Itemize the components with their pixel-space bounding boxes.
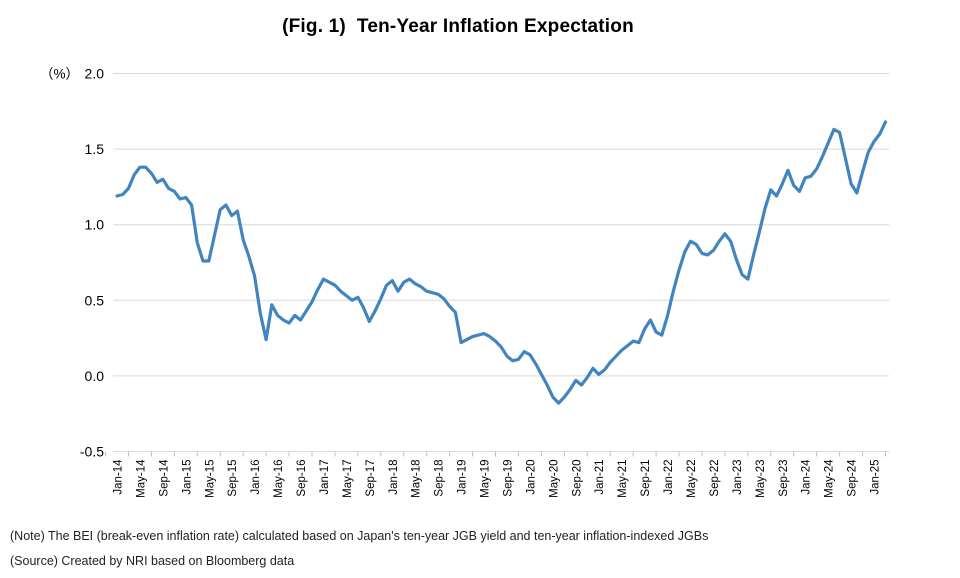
y-axis-tick-label: -0.5	[80, 444, 104, 460]
x-axis-tick-label: May-16	[273, 460, 285, 498]
x-axis-tick-label: Sep-24	[847, 459, 859, 497]
x-axis-tick-label: Sep-23	[778, 460, 790, 497]
chart-title: (Fig. 1) Ten-Year Inflation Expectation	[282, 16, 634, 37]
y-axis-tick-label: 0.5	[85, 292, 105, 308]
x-axis-tick-label: May-18	[411, 460, 423, 498]
note-text: (Note) The BEI (break-even inflation rat…	[10, 529, 709, 543]
x-axis-tick-label: Sep-20	[571, 460, 583, 497]
x-axis-tick-label: Sep-15	[227, 460, 239, 497]
x-axis-tick-label: Sep-22	[709, 460, 721, 497]
x-axis-tick-label: Jan-20	[525, 460, 537, 495]
x-axis-tick-label: May-23	[755, 460, 767, 498]
x-axis-tick-label: Jan-17	[319, 460, 331, 495]
x-axis-tick-label: Jan-15	[181, 460, 193, 495]
x-axis-tick-label: Sep-17	[365, 460, 377, 497]
source-text: (Source) Created by NRI based on Bloombe…	[10, 554, 295, 568]
y-axis-tick-label: 2.0	[85, 66, 105, 82]
y-axis-tick-label: 1.0	[85, 217, 105, 233]
x-axis-tick-label: May-17	[342, 460, 354, 498]
bei-line-series	[115, 120, 888, 405]
x-axis-tick-label: May-19	[480, 460, 492, 498]
x-axis-tick-label: Jan-16	[250, 460, 262, 495]
x-axis-tick-label: Jan-18	[388, 460, 400, 495]
y-axis-tick-label: 1.5	[85, 141, 105, 157]
x-axis-tick-label: Jan-23	[732, 460, 744, 495]
x-axis-tick-label: May-21	[617, 460, 629, 498]
x-axis-tick-label: May-22	[686, 460, 698, 498]
x-axis-tick-label: Jan-21	[594, 460, 606, 495]
x-axis-tick-label: Jan-19	[457, 460, 469, 495]
y-axis-tick-label: 0.0	[85, 368, 105, 384]
x-axis-tick-label: Jan-22	[663, 460, 675, 495]
x-axis-tick-label: May-24	[824, 459, 836, 498]
x-axis-tick-label: May-14	[135, 459, 147, 498]
x-axis-tick-label: Sep-19	[502, 460, 514, 497]
x-axis-tick-label: Sep-14	[158, 459, 170, 497]
x-axis-tick-label: Sep-21	[640, 460, 652, 497]
x-axis-tick-label: Sep-16	[296, 460, 308, 497]
x-axis-tick-label: Sep-18	[434, 460, 446, 497]
x-axis-tick-label: May-20	[548, 460, 560, 498]
y-axis-unit-label: （%）	[40, 67, 79, 82]
x-axis-tick-label: Jan-25	[870, 460, 882, 495]
x-axis-tick-label: May-15	[204, 460, 216, 498]
x-axis-tick-label: Jan-14	[113, 459, 125, 495]
x-axis-tick-label: Jan-24	[801, 459, 813, 495]
